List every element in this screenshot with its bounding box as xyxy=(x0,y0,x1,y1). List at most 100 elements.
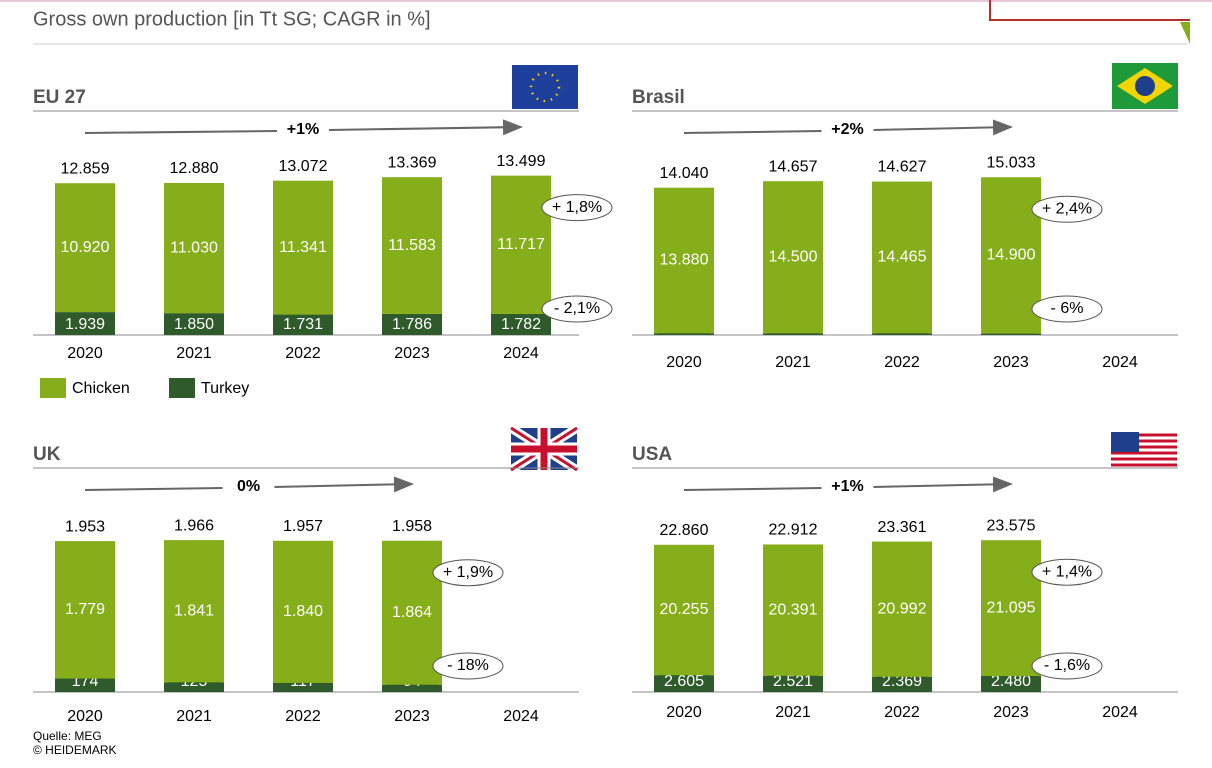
bar-segment xyxy=(981,177,1041,334)
total-label: 22.912 xyxy=(769,522,818,539)
total-label: 13.499 xyxy=(497,153,546,170)
bar-segment xyxy=(872,541,932,677)
value-label: 1.841 xyxy=(174,602,214,619)
flag-uk xyxy=(508,424,580,474)
value-label-bg xyxy=(985,672,1037,692)
value-label: 2.480 xyxy=(991,673,1031,690)
x-tick-label: 2023 xyxy=(394,345,430,362)
value-label: 20.255 xyxy=(660,601,709,618)
value-label: 11.717 xyxy=(497,236,545,253)
cagr-arrow xyxy=(873,476,1013,493)
cagr-arrow xyxy=(683,487,822,491)
growth-bubble xyxy=(1031,558,1103,586)
legend-swatch xyxy=(40,378,66,398)
x-tick-label: 2023 xyxy=(993,354,1029,371)
bar-segment xyxy=(872,181,932,334)
chart-title: UK xyxy=(33,444,61,465)
cagr-label: 0% xyxy=(237,478,260,495)
legend-swatch xyxy=(169,378,195,398)
value-label: 1.779 xyxy=(65,601,105,618)
cagr-label: +1% xyxy=(287,121,319,138)
x-tick-label: 2024 xyxy=(1102,354,1138,371)
x-tick-label: 2024 xyxy=(1102,704,1138,721)
growth-bubble xyxy=(541,295,613,323)
x-tick-label: 2024 xyxy=(503,345,539,362)
flag-brazil xyxy=(1112,63,1178,109)
cagr-arrow xyxy=(873,119,1013,136)
value-label: 11.583 xyxy=(388,237,436,254)
growth-label: - 2,1% xyxy=(554,300,600,317)
bar-segment xyxy=(654,544,714,676)
bar-segment xyxy=(55,541,115,679)
bar-segment xyxy=(763,544,823,676)
total-label: 14.627 xyxy=(878,159,927,176)
growth-bubble xyxy=(541,194,613,222)
growth-label: - 18% xyxy=(447,657,489,674)
value-label: 10.920 xyxy=(61,239,110,256)
x-tick-label: 2021 xyxy=(176,708,212,725)
total-label: 12.859 xyxy=(61,160,110,177)
value-label: 13.880 xyxy=(660,252,709,269)
growth-label: + 1,8% xyxy=(552,199,602,216)
value-label: 11.030 xyxy=(170,239,218,256)
growth-bubble xyxy=(1031,295,1103,323)
bar-segment xyxy=(273,540,333,683)
value-label: 1.731 xyxy=(283,316,323,333)
value-label-bg xyxy=(495,315,547,335)
total-label: 1.953 xyxy=(65,518,105,535)
growth-label: + 1,9% xyxy=(443,564,493,581)
growth-bubble xyxy=(432,652,504,680)
value-label: 2.369 xyxy=(882,673,922,690)
value-label-bg xyxy=(277,315,329,335)
cagr-arrow xyxy=(683,130,822,134)
total-label: 15.033 xyxy=(987,154,1036,171)
total-label: 1.957 xyxy=(283,518,323,535)
total-label: 23.575 xyxy=(987,517,1036,534)
cagr-arrow xyxy=(84,130,278,134)
value-label: 2.605 xyxy=(664,673,704,690)
corner-triangle xyxy=(1180,22,1190,44)
total-label: 1.966 xyxy=(174,517,214,534)
total-label: 13.369 xyxy=(388,154,437,171)
value-label: 1.864 xyxy=(392,604,432,621)
cagr-arrow xyxy=(274,476,414,493)
growth-bubble xyxy=(1031,652,1103,680)
value-label: 14.900 xyxy=(987,247,1036,264)
value-label-bg xyxy=(59,315,111,335)
flag-usa xyxy=(1111,432,1177,470)
x-tick-label: 2023 xyxy=(394,708,430,725)
total-label: 14.657 xyxy=(769,158,818,175)
x-tick-label: 2021 xyxy=(775,354,811,371)
value-label: 14.465 xyxy=(878,249,927,266)
value-label-bg xyxy=(386,315,438,335)
value-label: 1.786 xyxy=(392,316,432,333)
bar-segment xyxy=(273,180,333,315)
x-tick-label: 2023 xyxy=(993,704,1029,721)
x-tick-label: 2022 xyxy=(285,708,321,725)
corner-frame xyxy=(989,0,1190,21)
value-label: 2.521 xyxy=(773,673,813,690)
x-tick-label: 2020 xyxy=(666,704,702,721)
bar-segment xyxy=(981,540,1041,677)
x-tick-label: 2020 xyxy=(666,354,702,371)
x-tick-label: 2022 xyxy=(285,345,321,362)
growth-bubble xyxy=(432,559,504,587)
value-label: 14.500 xyxy=(769,248,818,265)
bar-segment xyxy=(491,175,551,314)
value-label: 20.391 xyxy=(769,601,818,618)
value-label: 20.992 xyxy=(878,600,927,617)
growth-bubble xyxy=(1031,195,1103,223)
growth-label: - 6% xyxy=(1051,300,1084,317)
page-title: Gross own production [in Tt SG; CAGR in … xyxy=(33,8,431,30)
x-tick-label: 2021 xyxy=(176,345,212,362)
bar-segment xyxy=(55,183,115,313)
total-label: 12.880 xyxy=(170,160,219,177)
cagr-label: +2% xyxy=(831,121,863,138)
growth-label: + 2,4% xyxy=(1042,200,1092,217)
bar-segment xyxy=(654,187,714,334)
growth-label: - 1,6% xyxy=(1044,657,1090,674)
x-tick-label: 2020 xyxy=(67,708,103,725)
total-label: 22.860 xyxy=(660,522,709,539)
value-label-bg xyxy=(767,672,819,692)
value-label-bg xyxy=(658,672,710,692)
